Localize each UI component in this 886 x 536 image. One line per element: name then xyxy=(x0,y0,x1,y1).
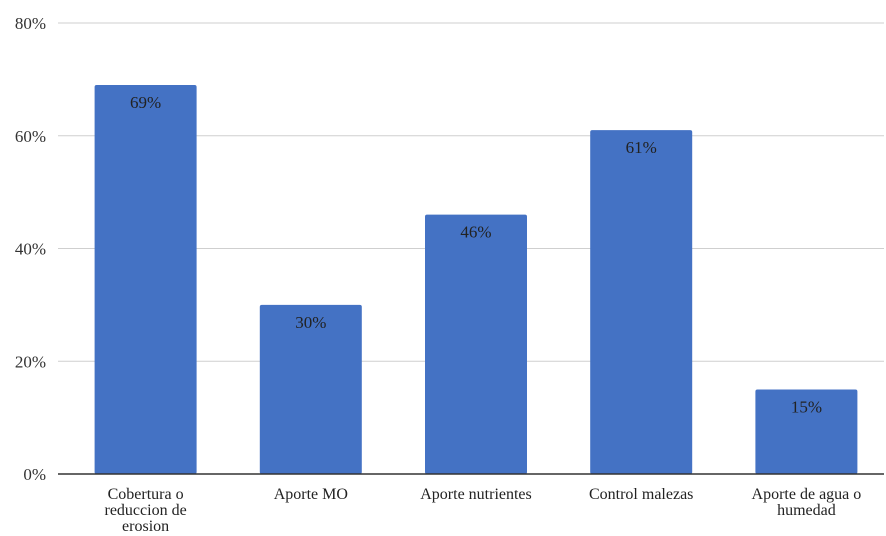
x-tick-label-line: Control malezas xyxy=(589,486,693,503)
x-tick-label-line: Cobertura o xyxy=(108,486,184,503)
x-tick-label: Aporte nutrientes xyxy=(420,486,532,503)
bar-data-label: 30% xyxy=(295,313,326,332)
x-tick-label: Cobertura o reduccion de erosion xyxy=(105,486,187,535)
bars xyxy=(94,85,858,475)
x-tick-label-line: Aporte MO xyxy=(274,486,348,503)
x-tick-label-line: Aporte nutrientes xyxy=(420,486,532,503)
bar xyxy=(425,214,527,475)
x-tick-label-line: erosion xyxy=(122,518,169,535)
data-labels: 69% 30% 46% 61% 15% xyxy=(130,93,822,416)
bar-data-label: 61% xyxy=(626,138,657,157)
bar xyxy=(259,304,362,474)
bar-data-label: 46% xyxy=(460,223,491,242)
y-tick-label: 80% xyxy=(15,14,46,33)
x-tick-label-line: humedad xyxy=(777,502,836,519)
x-tick-label-line: Aporte de agua o xyxy=(752,486,862,503)
x-axis-ticks: Cobertura o reduccion de erosion Aporte MO A… xyxy=(105,486,862,535)
x-tick-label: Aporte MO xyxy=(274,486,348,503)
y-tick-label: 20% xyxy=(15,352,46,371)
y-tick-label: 40% xyxy=(15,240,46,259)
y-tick-label: 0% xyxy=(23,465,46,484)
bar-data-label: 69% xyxy=(130,93,161,112)
x-tick-label-line: reduccion de xyxy=(105,502,187,519)
x-tick-label: Control malezas xyxy=(589,486,693,503)
bar xyxy=(94,85,197,474)
x-tick-label: Aporte de agua o humedad xyxy=(752,486,862,519)
bar xyxy=(755,389,858,474)
y-tick-label: 60% xyxy=(15,127,46,146)
y-axis-ticks: 0% 20% 40% 60% 80% xyxy=(15,14,46,484)
bar xyxy=(590,130,693,475)
bar-data-label: 15% xyxy=(791,397,822,416)
